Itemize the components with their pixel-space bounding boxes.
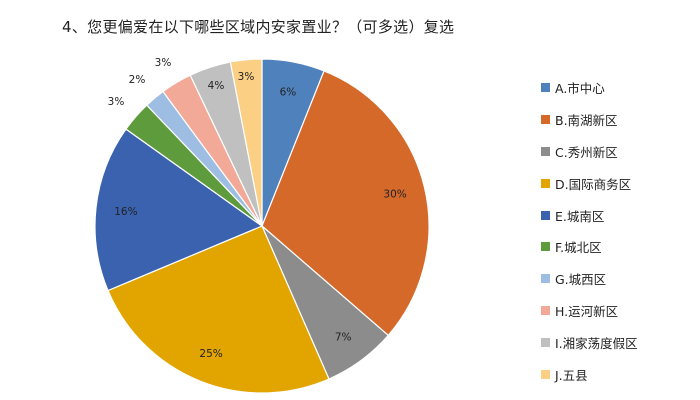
slice-data-label: 25% — [199, 348, 222, 360]
legend-swatch — [541, 274, 550, 284]
legend-label: A.市中心 — [555, 81, 605, 97]
slice-data-label: 7% — [335, 331, 352, 343]
legend-label: I.湘家荡度假区 — [555, 335, 638, 351]
legend-label: J.五县 — [555, 367, 588, 383]
legend-swatch — [541, 369, 550, 379]
legend-entry: J.五县 — [541, 358, 696, 390]
legend-swatch — [541, 146, 550, 156]
slice-data-label: 3% — [238, 71, 255, 83]
slice-data-label: 30% — [383, 189, 406, 201]
legend-entry: F.城北区 — [541, 231, 696, 263]
chart-title: 4、您更偏爱在以下哪些区域内安家置业？（可多选）复选 — [62, 18, 455, 36]
pie-slice — [94, 128, 264, 292]
legend-label: F.城北区 — [555, 240, 602, 256]
legend-entry: D.国际商务区 — [541, 167, 696, 199]
legend-label: E.城南区 — [555, 208, 605, 224]
legend-label: H.运河新区 — [555, 303, 619, 319]
legend-entry: E.城南区 — [541, 199, 696, 231]
slice-data-label: 2% — [129, 74, 146, 86]
slice-data-label: 3% — [108, 96, 125, 108]
legend-label: G.城西区 — [555, 272, 607, 288]
legend-entry: C.秀州新区 — [541, 136, 696, 168]
legend-swatch — [541, 178, 550, 188]
slice-data-label: 4% — [208, 80, 225, 92]
legend-swatch — [541, 337, 550, 347]
legend-swatch — [541, 242, 550, 252]
legend-swatch — [541, 115, 550, 125]
slice-data-label: 3% — [155, 57, 172, 69]
pie-slice — [261, 70, 430, 337]
chart-legend: A.市中心 B.南湖新区 C.秀州新区 D.国际商务区 E.城南区 F.城北区 G.城西区 H… — [541, 72, 696, 390]
legend-label: B.南湖新区 — [555, 113, 618, 129]
slice-data-label: 16% — [114, 206, 137, 218]
legend-entry: G.城西区 — [541, 263, 696, 295]
legend-label: D.国际商务区 — [555, 176, 632, 192]
legend-entry: A.市中心 — [541, 72, 696, 104]
legend-entry: I.湘家荡度假区 — [541, 326, 696, 358]
legend-swatch — [541, 210, 550, 220]
legend-swatch — [541, 83, 550, 93]
legend-swatch — [541, 305, 550, 315]
pie-slice — [229, 58, 263, 227]
legend-entry: B.南湖新区 — [541, 104, 696, 136]
slice-data-label: 6% — [280, 87, 297, 99]
legend-label: C.秀州新区 — [555, 144, 618, 160]
legend-entry: H.运河新区 — [541, 295, 696, 327]
